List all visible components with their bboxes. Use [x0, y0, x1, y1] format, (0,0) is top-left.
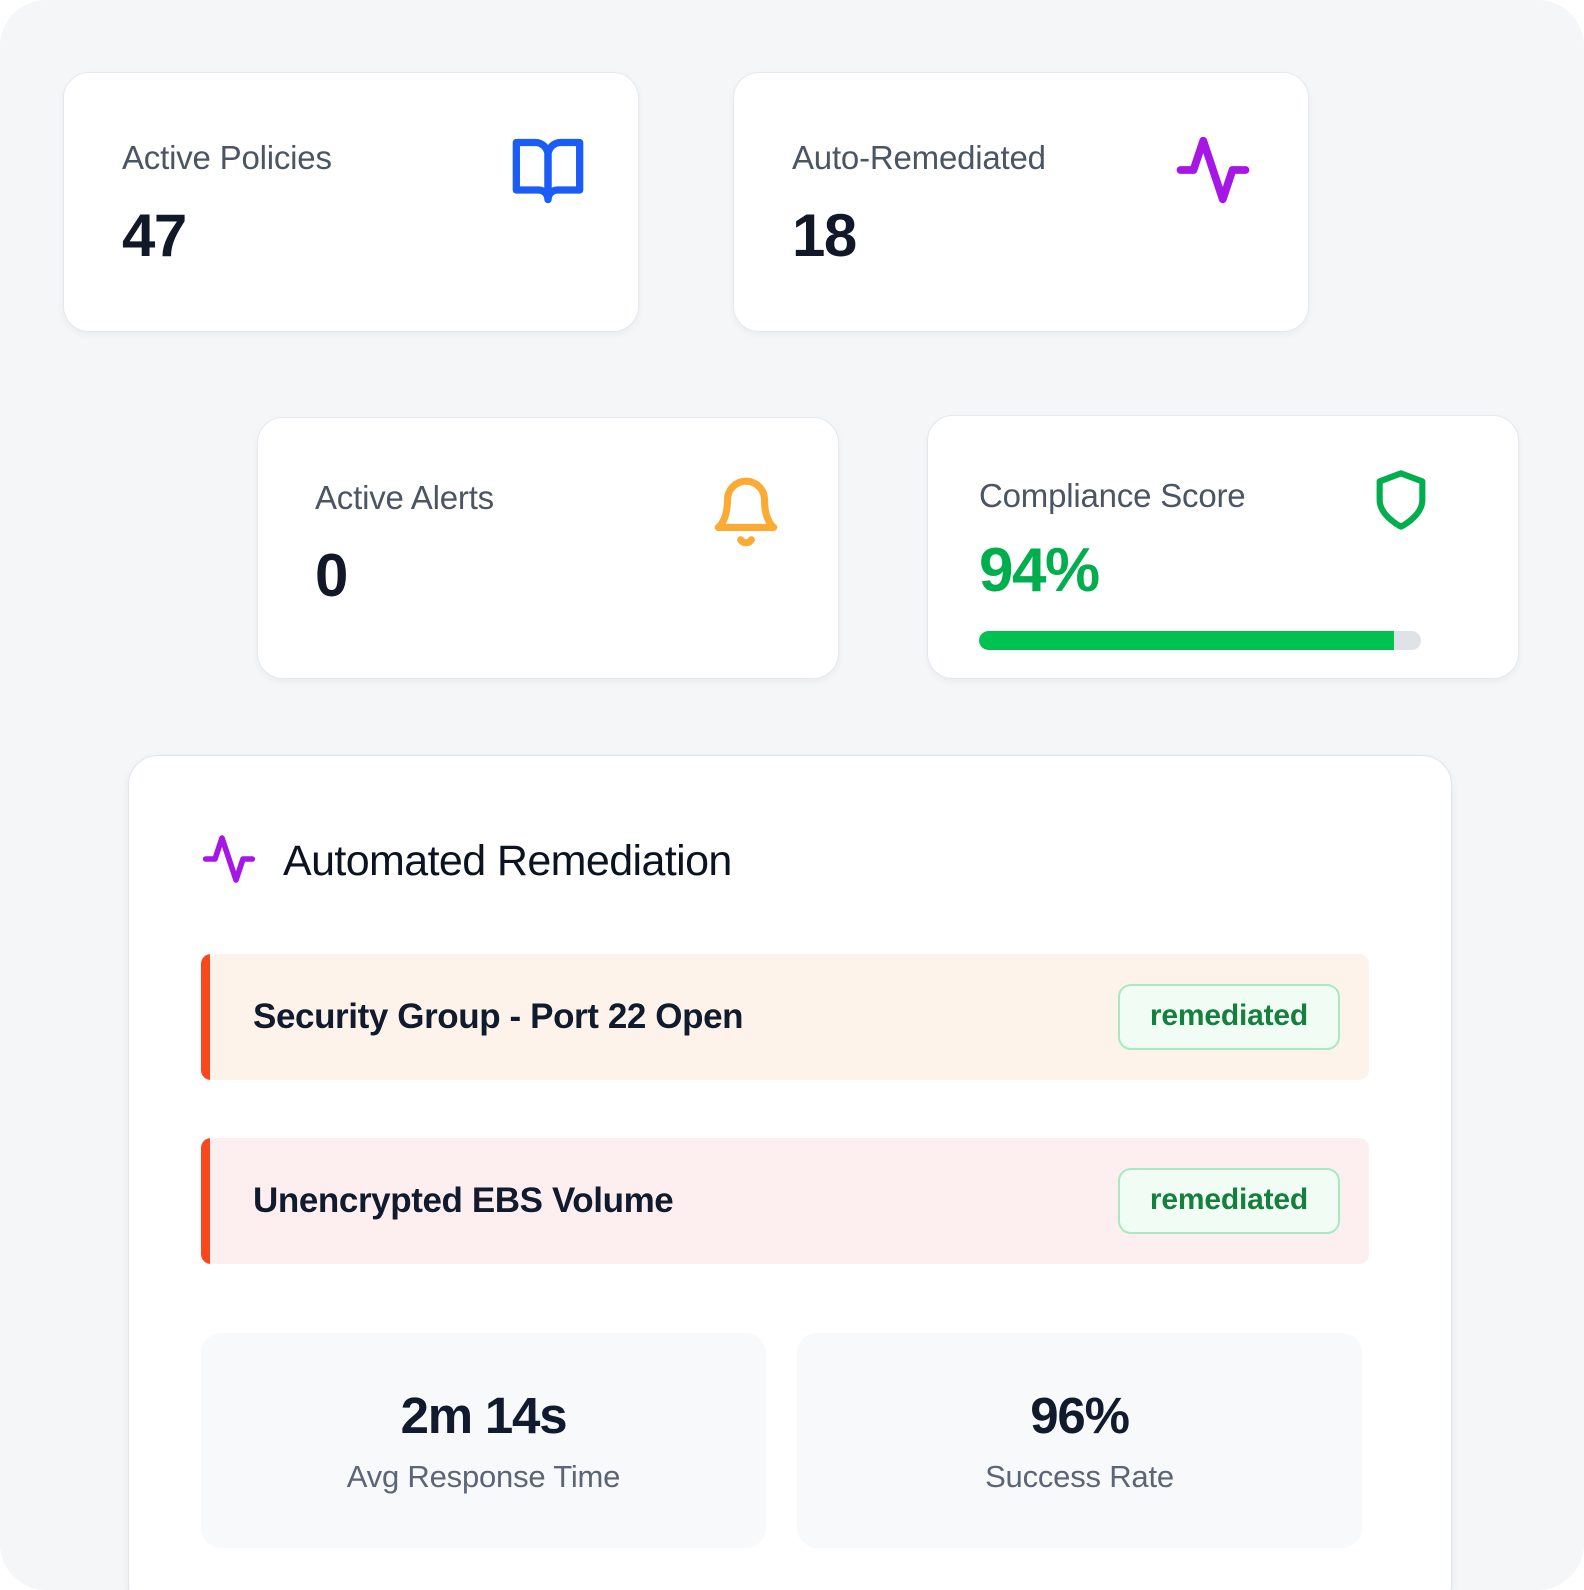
kpi-card-compliance-score[interactable]: Compliance Score 94% — [927, 415, 1519, 679]
kpi-label-compliance-score: Compliance Score — [979, 477, 1246, 514]
remediation-row[interactable]: Security Group - Port 22 Open remediated — [201, 954, 1369, 1080]
panel-header: Automated Remediation — [201, 831, 732, 892]
kpi-label-auto-remediated: Auto-Remediated — [792, 139, 1046, 176]
automated-remediation-panel: Automated Remediation Security Group - P… — [128, 755, 1452, 1590]
kpi-value-auto-remediated: 18 — [792, 202, 857, 269]
activity-pulse-icon — [1174, 131, 1252, 214]
status-badge: remediated — [1117, 984, 1340, 1050]
stat-label: Avg Response Time — [346, 1458, 621, 1494]
shield-icon — [1369, 468, 1433, 537]
stat-tile-success-rate: 96% Success Rate — [797, 1333, 1362, 1548]
kpi-card-auto-remediated[interactable]: Auto-Remediated 18 — [733, 72, 1309, 332]
stat-value: 2m 14s — [400, 1386, 568, 1444]
stat-label: Success Rate — [985, 1458, 1174, 1494]
book-icon — [510, 133, 586, 214]
panel-title: Automated Remediation — [283, 837, 732, 885]
severity-accent-bar — [201, 1138, 210, 1264]
remediation-title: Unencrypted EBS Volume — [253, 1181, 674, 1220]
status-badge: remediated — [1117, 1168, 1340, 1234]
remediation-row[interactable]: Unencrypted EBS Volume remediated — [201, 1138, 1369, 1264]
bell-icon — [709, 475, 783, 554]
stat-tile-avg-response-time: 2m 14s Avg Response Time — [201, 1333, 766, 1548]
kpi-card-active-policies[interactable]: Active Policies 47 — [63, 72, 639, 332]
compliance-progress-bar — [979, 631, 1421, 650]
kpi-label-active-policies: Active Policies — [122, 139, 332, 176]
stat-value: 96% — [1030, 1386, 1130, 1444]
severity-accent-bar — [201, 954, 210, 1080]
kpi-label-active-alerts: Active Alerts — [315, 479, 494, 516]
kpi-card-active-alerts[interactable]: Active Alerts 0 — [257, 417, 839, 679]
compliance-progress-fill — [979, 631, 1395, 650]
remediation-title: Security Group - Port 22 Open — [253, 997, 744, 1036]
kpi-value-compliance-score: 94% — [979, 536, 1100, 605]
activity-pulse-icon — [201, 831, 257, 892]
kpi-value-active-alerts: 0 — [315, 542, 348, 609]
kpi-value-active-policies: 47 — [122, 202, 187, 269]
